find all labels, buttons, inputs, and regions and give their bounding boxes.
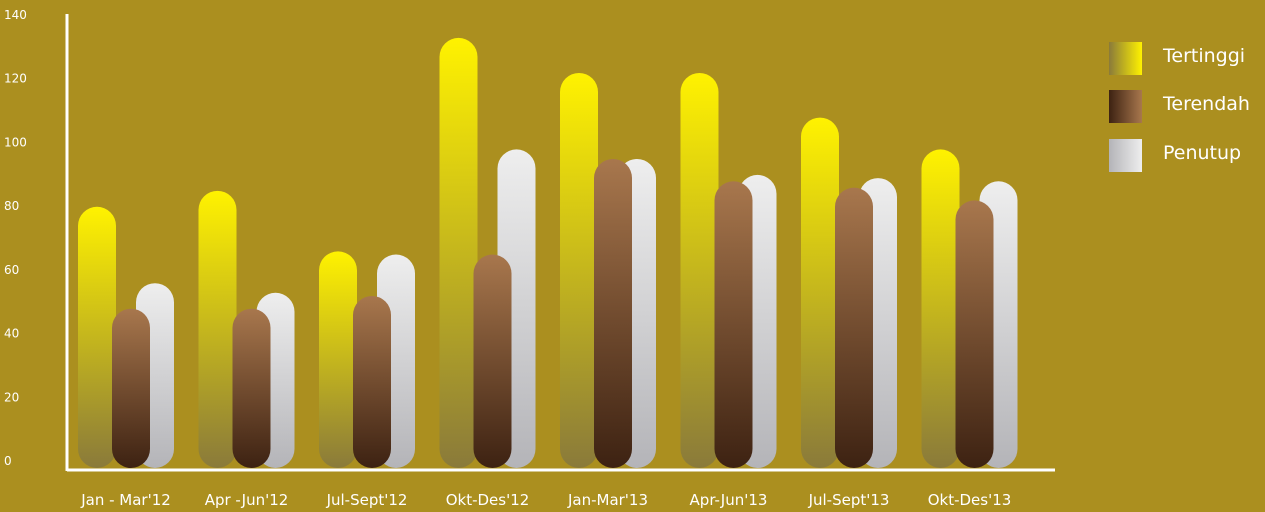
x-tick-label: Jan-Mar'13 <box>567 491 648 509</box>
bar-tertinggi-jul-sept-12 <box>319 251 357 468</box>
bar-group-okt-des-13 <box>921 149 1018 469</box>
y-tick-label: 60 <box>4 263 19 277</box>
legend-swatch <box>1109 139 1142 172</box>
bar-terendah-jul-sept-12 <box>353 295 391 468</box>
legend-item-tertinggi: Tertinggi <box>1109 42 1245 75</box>
bar-group-jan-mar-13 <box>560 72 656 468</box>
y-tick-labels: 0 20 40 60 80 100 120 140 <box>4 8 27 468</box>
bar-tertinggi-okt-des-12 <box>439 37 478 469</box>
bars-layer <box>78 37 1018 469</box>
bar-group-jul-sept-13 <box>801 117 897 469</box>
bar-terendah-jan-mar-12 <box>112 308 150 468</box>
bar-terendah-jan-mar-13 <box>594 158 632 468</box>
bar-terendah-jul-sept-13 <box>835 187 873 468</box>
bar-group-okt-des-12 <box>439 37 536 469</box>
bar-tertinggi-okt-des-13 <box>921 149 960 468</box>
legend-swatch <box>1109 90 1142 123</box>
bar-terendah-okt-des-12 <box>473 254 512 468</box>
legend: Tertinggi Terendah Penutup <box>1109 42 1250 172</box>
bar-terendah-apr-jun-12 <box>232 308 271 468</box>
x-tick-label: Okt-Des'12 <box>446 491 530 509</box>
bar-group-apr-jun-12 <box>198 190 295 469</box>
x-category-labels: Jan - Mar'12 Apr -Jun'12 Jul-Sept'12 Okt-De… <box>80 491 1011 509</box>
legend-swatch <box>1109 42 1142 75</box>
x-tick-label: Apr -Jun'12 <box>205 491 289 509</box>
y-tick-label: 80 <box>4 199 19 213</box>
legend-label: Penutup <box>1163 142 1241 164</box>
bar-tertinggi-jul-sept-13 <box>801 117 839 469</box>
axes-layer <box>65 14 1055 472</box>
y-tick-label: 0 <box>4 454 12 468</box>
x-tick-label: Apr-Jun'13 <box>690 491 768 509</box>
bar-terendah-okt-des-13 <box>955 200 994 468</box>
x-tick-label: Jan - Mar'12 <box>80 491 171 509</box>
bar-tertinggi-jan-mar-13 <box>560 72 598 468</box>
x-tick-label: Okt-Des'13 <box>928 491 1012 509</box>
bar-group-apr-jun-13 <box>680 72 777 469</box>
bar-group-jan-mar-12 <box>78 206 174 468</box>
legend-item-penutup: Penutup <box>1109 139 1241 172</box>
y-tick-label: 140 <box>4 8 27 22</box>
legend-label: Terendah <box>1162 93 1250 115</box>
y-tick-label: 20 <box>4 390 19 404</box>
legend-item-terendah: Terendah <box>1109 90 1250 123</box>
legend-label: Tertinggi <box>1162 45 1245 67</box>
x-tick-label: Jul-Sept'13 <box>808 491 890 509</box>
y-tick-label: 40 <box>4 327 19 341</box>
bar-tertinggi-apr-jun-12 <box>198 190 237 469</box>
bar-group-jul-sept-12 <box>319 251 415 468</box>
y-tick-label: 120 <box>4 72 27 86</box>
bar-terendah-apr-jun-13 <box>714 181 753 469</box>
x-tick-label: Jul-Sept'12 <box>326 491 408 509</box>
bar-tertinggi-jan-mar-12 <box>78 206 116 468</box>
bar-tertinggi-apr-jun-13 <box>680 72 719 468</box>
y-tick-label: 100 <box>4 135 27 149</box>
